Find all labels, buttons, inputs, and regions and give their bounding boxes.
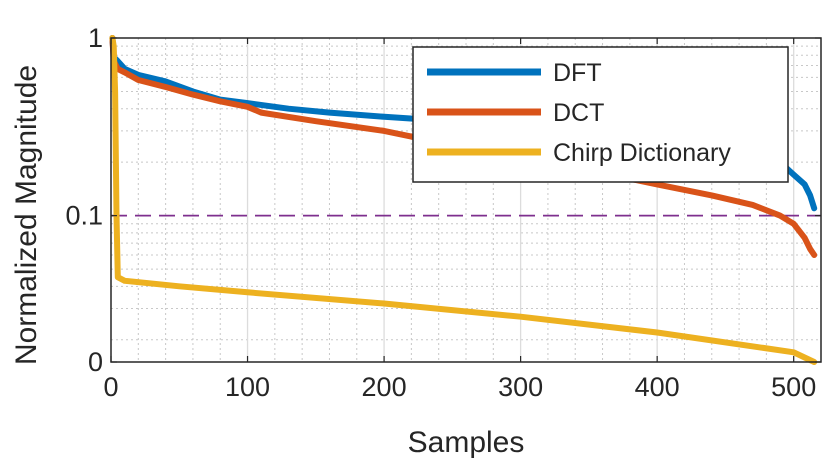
- legend-entry-label: Chirp Dictionary: [553, 139, 731, 167]
- x-tick-label: 500: [771, 372, 816, 402]
- legend-entry-label: DCT: [553, 99, 604, 127]
- y-tick-label: 1: [88, 23, 103, 53]
- series-line-dct: [109, 35, 818, 258]
- plot-frame: [110, 37, 822, 363]
- x-tick-label: 300: [498, 372, 543, 402]
- legend: DFT DCT Chirp Dictionary: [412, 46, 789, 183]
- y-axis-label: Normalized Magnitude: [10, 65, 43, 365]
- x-axis-label: Samples: [408, 426, 525, 459]
- y-axis-ticks: 00.11: [65, 23, 821, 377]
- x-axis-ticks: 0 100 200 300 400 500: [103, 38, 816, 402]
- x-tick-label: 100: [225, 372, 270, 402]
- y-tick-label: 0: [88, 347, 103, 377]
- x-tick-label: 200: [362, 372, 407, 402]
- x-tick-label: 0: [103, 372, 118, 402]
- x-tick-label: 400: [635, 372, 680, 402]
- series-line-chirp-dictionary: [109, 35, 818, 365]
- legend-entry-label: DFT: [553, 59, 602, 87]
- y-tick-label: 0.1: [65, 201, 103, 231]
